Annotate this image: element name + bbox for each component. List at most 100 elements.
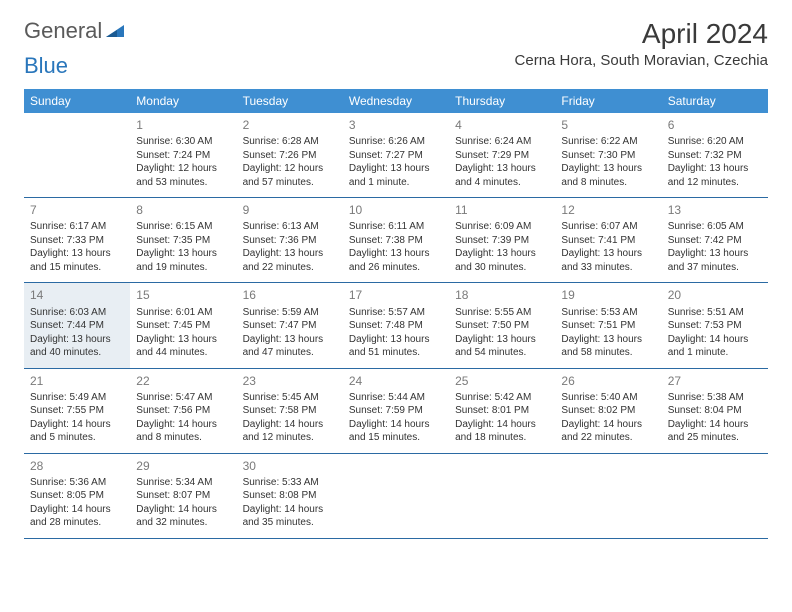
day-info: Sunset: 7:33 PM (30, 234, 124, 248)
day-number: 15 (136, 287, 230, 303)
day-info: Sunrise: 5:59 AM (243, 306, 337, 320)
day-info: and 22 minutes. (243, 261, 337, 275)
day-info: Daylight: 13 hours (349, 162, 443, 176)
calendar-cell (24, 113, 130, 197)
day-info: and 30 minutes. (455, 261, 549, 275)
day-info: Sunset: 7:45 PM (136, 319, 230, 333)
calendar-cell: 19Sunrise: 5:53 AMSunset: 7:51 PMDayligh… (555, 283, 661, 367)
location-text: Cerna Hora, South Moravian, Czechia (515, 52, 768, 69)
day-info: Sunset: 7:24 PM (136, 149, 230, 163)
day-number: 22 (136, 373, 230, 389)
calendar-cell: 6Sunrise: 6:20 AMSunset: 7:32 PMDaylight… (662, 113, 768, 197)
day-info: Sunset: 7:38 PM (349, 234, 443, 248)
day-info: Sunrise: 6:28 AM (243, 135, 337, 149)
day-info: Sunrise: 6:22 AM (561, 135, 655, 149)
day-number: 12 (561, 202, 655, 218)
day-info: and 12 minutes. (243, 431, 337, 445)
day-info: and 1 minute. (668, 346, 762, 360)
day-info: Sunset: 7:53 PM (668, 319, 762, 333)
day-number: 10 (349, 202, 443, 218)
day-info: Sunrise: 5:57 AM (349, 306, 443, 320)
day-number: 14 (30, 287, 124, 303)
calendar-cell: 9Sunrise: 6:13 AMSunset: 7:36 PMDaylight… (237, 198, 343, 282)
calendar-cell: 5Sunrise: 6:22 AMSunset: 7:30 PMDaylight… (555, 113, 661, 197)
calendar-cell (449, 454, 555, 538)
calendar-row: 7Sunrise: 6:17 AMSunset: 7:33 PMDaylight… (24, 198, 768, 283)
calendar-cell: 22Sunrise: 5:47 AMSunset: 7:56 PMDayligh… (130, 369, 236, 453)
day-number: 18 (455, 287, 549, 303)
weekday-header: Saturday (662, 89, 768, 113)
day-info: Daylight: 14 hours (349, 418, 443, 432)
day-info: Sunrise: 6:30 AM (136, 135, 230, 149)
day-info: and 28 minutes. (30, 516, 124, 530)
day-info: and 35 minutes. (243, 516, 337, 530)
calendar-row: 21Sunrise: 5:49 AMSunset: 7:55 PMDayligh… (24, 369, 768, 454)
day-info: Sunrise: 5:53 AM (561, 306, 655, 320)
logo: General (24, 18, 126, 44)
day-info: Daylight: 13 hours (30, 247, 124, 261)
day-info: and 1 minute. (349, 176, 443, 190)
day-info: Sunset: 7:56 PM (136, 404, 230, 418)
day-number: 5 (561, 117, 655, 133)
weekday-header: Thursday (449, 89, 555, 113)
calendar-cell: 20Sunrise: 5:51 AMSunset: 7:53 PMDayligh… (662, 283, 768, 367)
calendar-cell: 26Sunrise: 5:40 AMSunset: 8:02 PMDayligh… (555, 369, 661, 453)
calendar-cell: 15 Sunrise: 6:01 AMSunset: 7:45 PMDayligh… (130, 283, 236, 367)
weekday-header: Monday (130, 89, 236, 113)
calendar-cell (343, 454, 449, 538)
day-info: and 5 minutes. (30, 431, 124, 445)
day-info: Daylight: 13 hours (455, 247, 549, 261)
day-info: Sunset: 8:05 PM (30, 489, 124, 503)
day-info: Sunset: 7:30 PM (561, 149, 655, 163)
day-info: Sunrise: 5:40 AM (561, 391, 655, 405)
calendar-cell: 18Sunrise: 5:55 AMSunset: 7:50 PMDayligh… (449, 283, 555, 367)
calendar-cell: 14Sunrise: 6:03 AMSunset: 7:44 PMDayligh… (24, 283, 130, 367)
day-info: Daylight: 13 hours (243, 333, 337, 347)
logo-text-blue: Blue (24, 53, 68, 79)
day-info: Sunrise: 5:55 AM (455, 306, 549, 320)
day-info: Sunrise: 6:17 AM (30, 220, 124, 234)
day-info: Sunrise: 5:42 AM (455, 391, 549, 405)
calendar-cell: 8Sunrise: 6:15 AMSunset: 7:35 PMDaylight… (130, 198, 236, 282)
day-info: Daylight: 13 hours (349, 247, 443, 261)
day-number: 25 (455, 373, 549, 389)
day-info: and 32 minutes. (136, 516, 230, 530)
day-info: and 40 minutes. (30, 346, 124, 360)
day-number: 17 (349, 287, 443, 303)
day-info: Daylight: 14 hours (668, 418, 762, 432)
day-number: 28 (30, 458, 124, 474)
weekday-header: Wednesday (343, 89, 449, 113)
calendar-cell: 1 Sunrise: 6:30 AMSunset: 7:24 PMDaylight… (130, 113, 236, 197)
day-info: Sunrise: 5:49 AM (30, 391, 124, 405)
day-number: 19 (561, 287, 655, 303)
day-info: Sunset: 8:08 PM (243, 489, 337, 503)
day-info: Sunset: 7:35 PM (136, 234, 230, 248)
calendar-cell: 10Sunrise: 6:11 AMSunset: 7:38 PMDayligh… (343, 198, 449, 282)
day-info: Sunrise: 6:20 AM (668, 135, 762, 149)
day-info: Daylight: 13 hours (455, 162, 549, 176)
day-info: Daylight: 14 hours (30, 418, 124, 432)
day-number: 3 (349, 117, 443, 133)
day-info: and 8 minutes. (561, 176, 655, 190)
day-info: Sunset: 8:07 PM (136, 489, 230, 503)
day-number: 29 (136, 458, 230, 474)
day-info: Sunset: 7:29 PM (455, 149, 549, 163)
calendar-row: 14Sunrise: 6:03 AMSunset: 7:44 PMDayligh… (24, 283, 768, 368)
day-info: Sunset: 8:04 PM (668, 404, 762, 418)
day-number: 7 (30, 202, 124, 218)
day-info: Sunset: 7:32 PM (668, 149, 762, 163)
day-info: Daylight: 14 hours (243, 418, 337, 432)
day-info: and 15 minutes. (30, 261, 124, 275)
day-info: Sunrise: 5:38 AM (668, 391, 762, 405)
calendar-cell: 28Sunrise: 5:36 AMSunset: 8:05 PMDayligh… (24, 454, 130, 538)
month-title: April 2024 (515, 18, 768, 50)
day-info: Sunrise: 6:01 AM (136, 306, 230, 320)
day-info: Daylight: 14 hours (136, 503, 230, 517)
day-number: 1 (136, 117, 230, 133)
day-info: Daylight: 13 hours (136, 333, 230, 347)
day-info: Daylight: 12 hours (136, 162, 230, 176)
day-info: Daylight: 13 hours (136, 247, 230, 261)
calendar-row: 28Sunrise: 5:36 AMSunset: 8:05 PMDayligh… (24, 454, 768, 539)
day-info: Daylight: 13 hours (243, 247, 337, 261)
day-number: 27 (668, 373, 762, 389)
